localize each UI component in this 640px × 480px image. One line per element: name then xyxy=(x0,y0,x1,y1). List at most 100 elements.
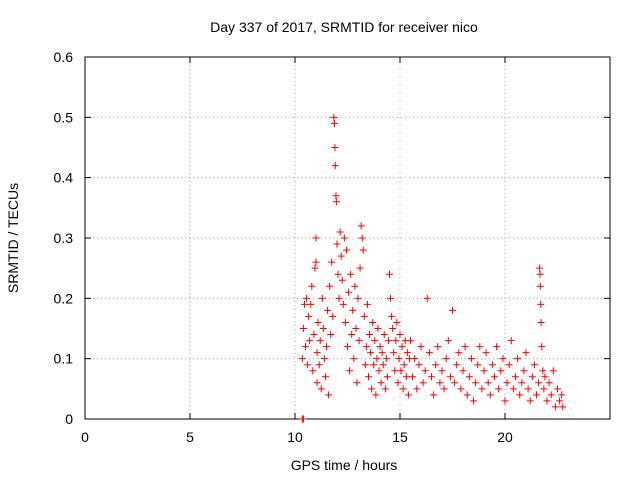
data-point xyxy=(551,403,559,411)
data-point xyxy=(536,282,544,290)
data-point xyxy=(505,361,513,369)
data-point xyxy=(478,385,486,393)
data-point xyxy=(518,379,526,387)
data-point xyxy=(543,397,551,405)
data-point xyxy=(375,367,383,375)
data-point xyxy=(400,361,408,369)
data-point xyxy=(419,379,427,387)
data-point xyxy=(389,325,397,332)
data-point xyxy=(335,294,343,302)
data-point xyxy=(430,391,438,399)
data-point xyxy=(463,391,471,399)
y-tick-label: 0.4 xyxy=(54,170,74,186)
data-point xyxy=(526,397,534,405)
data-point xyxy=(321,373,329,381)
data-point xyxy=(323,343,330,351)
data-point xyxy=(340,234,348,242)
data-point xyxy=(384,337,392,345)
data-point xyxy=(522,349,530,357)
data-point xyxy=(315,361,323,369)
data-point xyxy=(484,379,492,387)
data-point xyxy=(465,373,473,381)
data-point xyxy=(325,391,333,399)
y-tick-label: 0.5 xyxy=(54,109,74,125)
data-point xyxy=(365,373,372,381)
data-point xyxy=(436,379,444,387)
data-point xyxy=(368,385,376,393)
x-tick-label: 20 xyxy=(497,429,513,445)
x-tick-label: 5 xyxy=(186,429,194,445)
data-point xyxy=(298,355,306,363)
data-point xyxy=(330,119,338,127)
data-point xyxy=(444,337,452,345)
data-point xyxy=(393,318,401,326)
data-point xyxy=(328,258,336,266)
data-point xyxy=(383,373,391,381)
data-point xyxy=(411,355,419,363)
data-point xyxy=(474,361,482,369)
data-point xyxy=(357,222,365,230)
data-point xyxy=(516,391,524,399)
data-point xyxy=(360,312,368,320)
data-point xyxy=(524,385,532,393)
data-point xyxy=(304,361,312,369)
data-point xyxy=(530,361,538,369)
data-point xyxy=(300,300,308,308)
data-point xyxy=(361,361,369,369)
data-point xyxy=(541,373,549,381)
data-point xyxy=(344,343,351,351)
data-point xyxy=(539,367,547,375)
data-point xyxy=(373,355,381,363)
data-point xyxy=(299,325,307,332)
y-axis: 0 0.1 0.2 0.3 0.4 0.5 0.6 xyxy=(54,49,610,427)
data-point xyxy=(380,331,388,339)
data-point xyxy=(386,270,393,278)
data-point xyxy=(313,379,321,387)
x-tick-label: 15 xyxy=(392,429,408,445)
data-point xyxy=(425,349,433,357)
data-point xyxy=(372,391,380,399)
data-point xyxy=(434,343,442,351)
data-point xyxy=(377,379,385,387)
data-point xyxy=(347,270,355,278)
data-point xyxy=(312,258,320,266)
data-point xyxy=(480,367,488,375)
data-point xyxy=(320,355,328,363)
data-point xyxy=(536,264,544,272)
data-point xyxy=(342,246,350,254)
data-point xyxy=(432,361,440,369)
data-point xyxy=(299,415,307,423)
data-point xyxy=(488,361,496,369)
data-point xyxy=(470,397,477,405)
data-point xyxy=(317,385,325,393)
data-point xyxy=(499,355,507,363)
data-point xyxy=(334,270,342,278)
data-point xyxy=(467,355,475,363)
data-point xyxy=(350,355,358,363)
data-point xyxy=(354,294,362,302)
data-point xyxy=(549,367,557,375)
data-point xyxy=(459,367,467,375)
data-point xyxy=(533,391,540,399)
data-point xyxy=(509,385,517,393)
data-point xyxy=(403,349,411,357)
data-point xyxy=(306,337,314,345)
data-point xyxy=(535,379,543,387)
data-point xyxy=(472,379,480,387)
data-point xyxy=(417,343,425,351)
data-point xyxy=(332,192,340,200)
y-tick-label: 0.2 xyxy=(54,290,74,306)
data-point xyxy=(367,349,375,357)
data-point xyxy=(461,343,469,351)
data-point xyxy=(491,373,498,381)
data-point xyxy=(341,318,349,326)
data-point xyxy=(337,252,345,260)
data-point xyxy=(398,343,406,351)
data-point xyxy=(390,349,398,357)
data-point xyxy=(455,349,463,357)
x-tick-label: 10 xyxy=(287,429,303,445)
data-point xyxy=(370,361,378,369)
data-point xyxy=(453,361,461,369)
